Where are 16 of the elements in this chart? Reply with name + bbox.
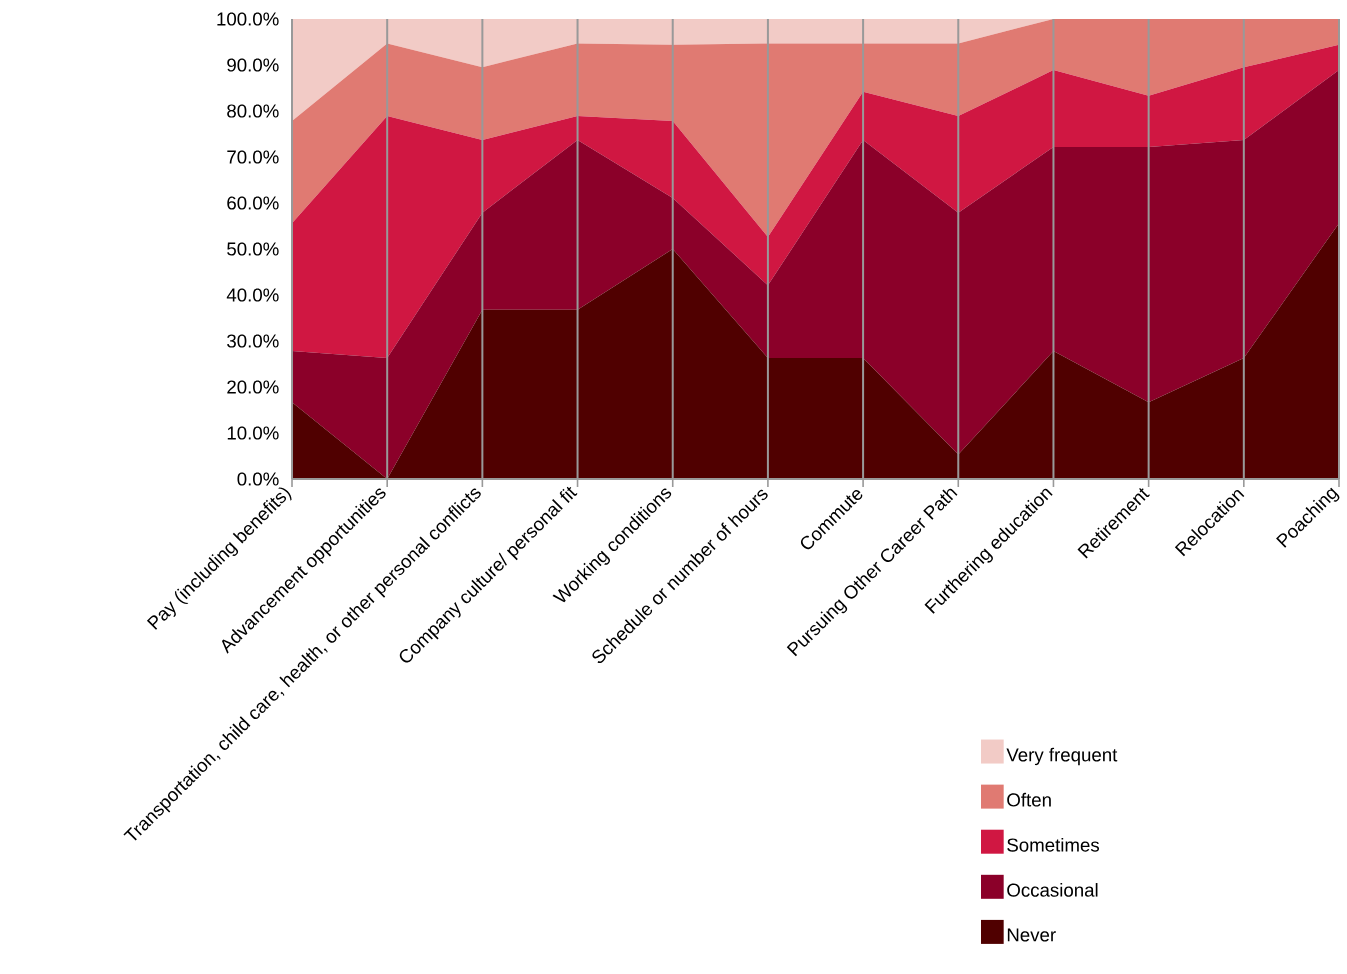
- y-tick-label: 60.0%: [227, 196, 279, 210]
- y-tick-label: 40.0%: [226, 288, 279, 302]
- y-tick-label: 100.0%: [217, 12, 279, 26]
- legend-label: Occasional: [1007, 883, 1098, 897]
- y-tick-label: 0.0%: [237, 472, 279, 486]
- y-tick-label: 80.0%: [227, 104, 279, 118]
- legend-label: Often: [1007, 792, 1051, 807]
- y-tick-label: 50.0%: [227, 242, 279, 256]
- legend-label: Sometimes: [1007, 837, 1100, 852]
- y-tick-label: 10.0%: [227, 426, 279, 440]
- y-tick-label: 90.0%: [227, 58, 279, 72]
- legend-label: Very frequent: [1006, 747, 1118, 766]
- legend-label: Never: [1007, 928, 1056, 942]
- y-tick-label: 70.0%: [227, 150, 279, 164]
- y-tick-label: 30.0%: [227, 334, 279, 348]
- y-tick-label: 20.0%: [227, 380, 279, 394]
